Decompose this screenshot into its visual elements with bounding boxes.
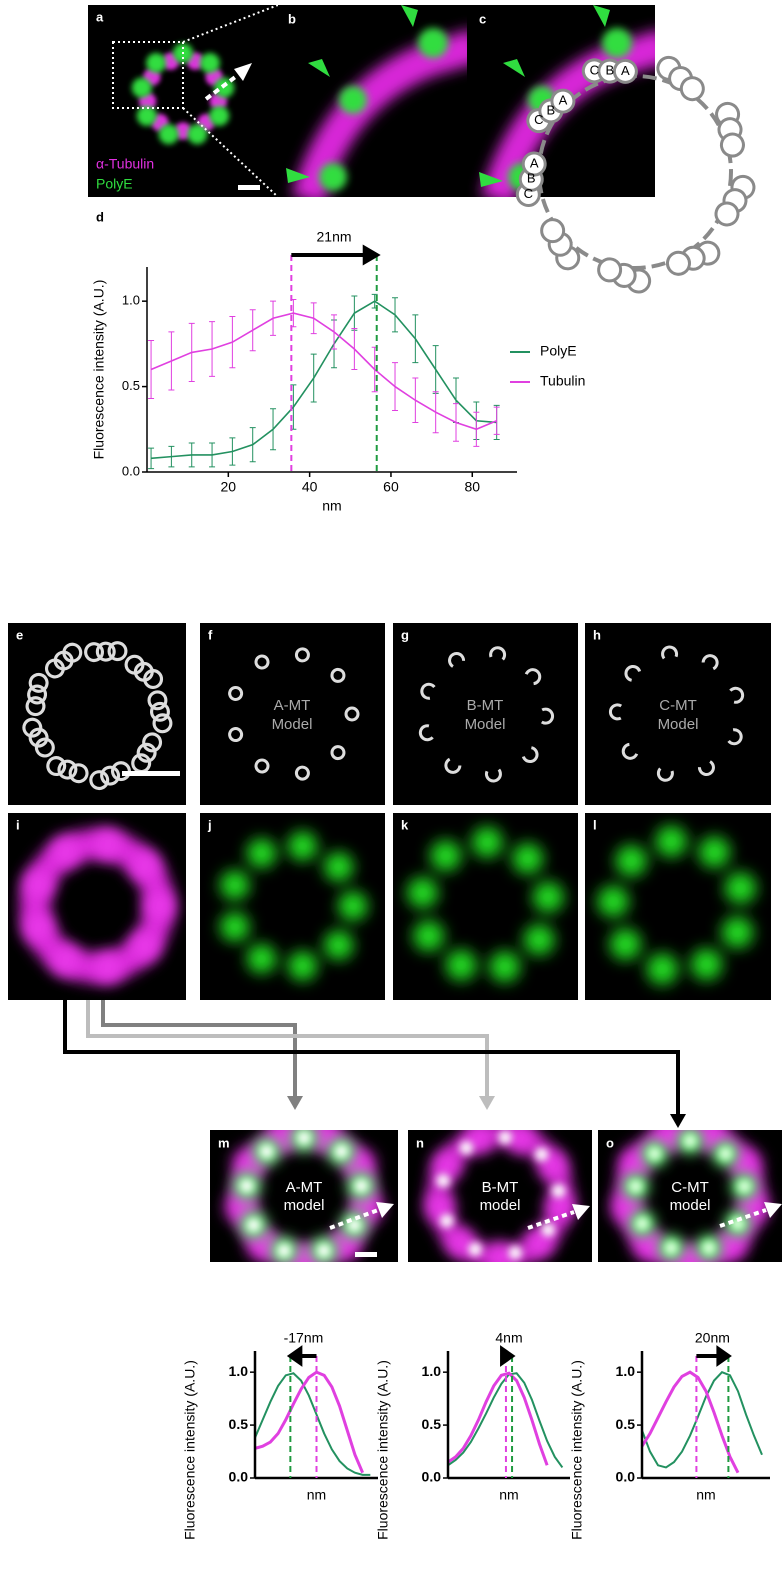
x-tick-label: 80 bbox=[464, 479, 480, 495]
image-h: C-MT Model h bbox=[585, 623, 771, 805]
merge-label: C-MT bbox=[671, 1179, 709, 1196]
series-line bbox=[255, 1372, 363, 1473]
y-tick-label: 0.0 bbox=[229, 1469, 249, 1485]
y-tick-label: 1.0 bbox=[122, 293, 140, 308]
triplet-label: A bbox=[621, 63, 630, 78]
series-line bbox=[255, 1373, 370, 1475]
merge-label: model bbox=[480, 1197, 521, 1214]
panel-label: o bbox=[606, 1135, 614, 1150]
triplet-label: C bbox=[524, 186, 533, 201]
page: a α-Tubulin PolyE b c C B A C B A C bbox=[0, 0, 782, 1586]
panel-label: b bbox=[288, 11, 296, 26]
y-tick-label: 1.0 bbox=[422, 1363, 442, 1379]
merge-label: model bbox=[284, 1197, 325, 1214]
x-tick-label: 20 bbox=[221, 479, 237, 495]
panel-label: j bbox=[207, 817, 212, 832]
y-tick-label: 1.0 bbox=[229, 1363, 249, 1379]
triplet-label: B bbox=[547, 102, 556, 117]
model-label: A-MT bbox=[274, 697, 311, 714]
y-axis-label: Fluorescence intensity (A.U.) bbox=[375, 1360, 391, 1540]
panel-label: m bbox=[218, 1135, 230, 1150]
panel-label: h bbox=[593, 627, 601, 642]
connectors bbox=[65, 1000, 686, 1128]
y-axis-label: Fluorescence intensity (A.U.) bbox=[182, 1360, 198, 1540]
x-axis-label: nm bbox=[499, 1487, 518, 1503]
shift-arrow bbox=[502, 1349, 512, 1363]
image-g: B-MT Model g bbox=[393, 623, 578, 805]
image-j: j bbox=[200, 813, 385, 1000]
image-b: b bbox=[278, 5, 478, 200]
y-tick-label: 0.0 bbox=[616, 1469, 636, 1485]
annotation: -17nm bbox=[284, 1330, 324, 1346]
merge-label: model bbox=[670, 1197, 711, 1214]
triplet-label: A bbox=[530, 155, 539, 170]
panel-label: d bbox=[96, 209, 104, 224]
model-label: Model bbox=[272, 716, 313, 733]
y-tick-label: 0.5 bbox=[122, 378, 140, 393]
y-tick-label: 0.0 bbox=[422, 1469, 442, 1485]
image-k: k bbox=[393, 813, 578, 1000]
annotation: 20nm bbox=[695, 1330, 730, 1346]
y-tick-label: 0.5 bbox=[616, 1416, 636, 1432]
y-tick-label: 1.0 bbox=[616, 1363, 636, 1379]
triplet-label: B bbox=[606, 63, 615, 78]
image-f: A-MT Model f bbox=[200, 623, 385, 805]
panel-label: c bbox=[479, 11, 486, 26]
x-axis-label: nm bbox=[307, 1487, 326, 1503]
x-axis-label: nm bbox=[696, 1487, 715, 1503]
panel-label: i bbox=[16, 817, 20, 832]
y-axis-label: Fluorescence intensity (A.U.) bbox=[91, 280, 107, 460]
panel-label: k bbox=[401, 817, 409, 832]
panel-label: n bbox=[416, 1135, 424, 1150]
y-tick-label: 0.5 bbox=[422, 1416, 442, 1432]
x-tick-label: 40 bbox=[302, 479, 318, 495]
image-e: e bbox=[8, 623, 186, 805]
y-tick-label: 0.5 bbox=[229, 1416, 249, 1432]
image-i: i bbox=[5, 813, 188, 1000]
panel-label: g bbox=[401, 627, 409, 642]
triplet-label: C bbox=[590, 62, 599, 77]
legend-label: PolyE bbox=[540, 343, 577, 359]
x-tick-label: 60 bbox=[383, 479, 399, 495]
model-label: Model bbox=[658, 716, 699, 733]
y-tick-label: 0.0 bbox=[122, 463, 140, 478]
image-l: l bbox=[585, 813, 771, 1000]
image-a: a α-Tubulin PolyE bbox=[88, 5, 278, 197]
merge-label: A-MT bbox=[286, 1179, 323, 1196]
series-line bbox=[642, 1372, 738, 1473]
triplet-label: B bbox=[527, 171, 536, 186]
panel-label: f bbox=[208, 627, 213, 642]
series-line bbox=[151, 313, 497, 429]
panel-label: e bbox=[16, 627, 23, 642]
channel-label: α-Tubulin bbox=[96, 156, 154, 172]
channel-label: PolyE bbox=[96, 176, 133, 192]
merge-label: B-MT bbox=[482, 1179, 519, 1196]
shift-arrow bbox=[290, 1349, 316, 1363]
shift-arrow bbox=[696, 1349, 728, 1363]
shift-arrow bbox=[291, 248, 376, 262]
figure: a α-Tubulin PolyE b c C B A C B A C bbox=[0, 0, 782, 1586]
x-axis-label: nm bbox=[322, 498, 341, 514]
legend-label: Tubulin bbox=[540, 373, 585, 389]
annotation: 21nm bbox=[317, 229, 352, 245]
annotation: 4nm bbox=[495, 1330, 522, 1346]
model-label: B-MT bbox=[467, 697, 504, 714]
image-m: A-MT model m bbox=[201, 1094, 407, 1300]
panel-label: l bbox=[593, 817, 597, 832]
image-o: C-MT model o bbox=[587, 1094, 782, 1300]
model-label: C-MT bbox=[659, 697, 697, 714]
triplet-label: A bbox=[559, 93, 568, 108]
image-n: B-MT model n bbox=[402, 1099, 599, 1300]
model-label: Model bbox=[465, 716, 506, 733]
triplet-label: C bbox=[534, 112, 543, 127]
panel-label: a bbox=[96, 9, 104, 24]
y-axis-label: Fluorescence intensity (A.U.) bbox=[569, 1360, 585, 1540]
